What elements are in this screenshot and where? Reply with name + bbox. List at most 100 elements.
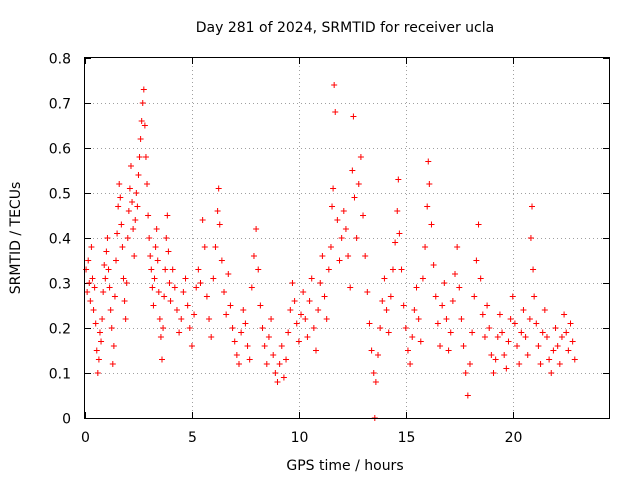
data-point xyxy=(173,307,180,313)
data-point xyxy=(334,217,341,223)
data-point xyxy=(466,361,473,367)
data-point xyxy=(126,185,133,192)
data-point xyxy=(289,280,296,286)
data-point xyxy=(93,347,100,354)
data-point xyxy=(280,374,287,381)
data-point xyxy=(124,235,131,241)
data-point xyxy=(108,325,115,331)
data-point xyxy=(98,338,105,345)
data-point xyxy=(101,262,108,268)
data-point xyxy=(122,316,129,322)
data-point xyxy=(370,370,377,376)
x-tick-label: 15 xyxy=(398,430,416,446)
data-point xyxy=(257,302,264,309)
data-point xyxy=(206,316,213,322)
data-point xyxy=(347,284,354,291)
data-point xyxy=(127,163,134,169)
data-point xyxy=(550,347,557,354)
data-point xyxy=(140,86,147,93)
data-point xyxy=(225,271,232,277)
data-point xyxy=(494,334,501,340)
data-point xyxy=(350,113,357,120)
data-point xyxy=(155,289,162,295)
data-point xyxy=(218,257,225,264)
data-point xyxy=(246,356,253,363)
data-point xyxy=(195,266,202,273)
y-tick-label: 0 xyxy=(62,412,71,428)
data-point xyxy=(404,347,411,354)
y-tick-label: 0.1 xyxy=(49,367,71,383)
data-point xyxy=(147,253,154,259)
data-point xyxy=(134,203,141,210)
data-point xyxy=(248,284,255,291)
data-point xyxy=(315,307,322,313)
x-axis-label: GPS time / hours xyxy=(286,458,403,474)
data-point xyxy=(148,266,155,273)
data-point xyxy=(569,338,576,345)
data-point xyxy=(107,307,114,313)
data-point xyxy=(164,212,171,219)
data-point xyxy=(565,347,572,354)
data-point xyxy=(496,311,503,318)
y-tick-label: 0.4 xyxy=(49,232,71,248)
data-point xyxy=(212,244,219,250)
data-point xyxy=(456,284,463,291)
data-point xyxy=(383,307,390,313)
data-point xyxy=(162,266,169,273)
data-point xyxy=(142,154,149,160)
data-point xyxy=(327,244,334,250)
data-point xyxy=(84,289,91,295)
data-point xyxy=(274,379,281,385)
data-point xyxy=(89,275,96,282)
data-point xyxy=(353,235,360,241)
data-point xyxy=(253,226,260,232)
data-point xyxy=(479,311,486,318)
data-point xyxy=(319,253,326,259)
y-tick-label: 0.5 xyxy=(49,187,71,203)
data-point xyxy=(240,307,247,313)
data-point xyxy=(387,293,394,300)
data-point xyxy=(94,370,101,376)
x-tick-label: 10 xyxy=(291,430,309,446)
data-point xyxy=(265,334,272,340)
data-point xyxy=(310,325,317,331)
data-point xyxy=(180,289,187,295)
data-point xyxy=(215,185,222,192)
data-point xyxy=(135,172,142,178)
data-point xyxy=(329,203,336,210)
y-tick-label: 0.6 xyxy=(49,142,71,158)
data-point xyxy=(137,136,144,142)
data-point xyxy=(514,343,521,349)
data-point xyxy=(524,352,531,358)
data-point xyxy=(484,302,491,309)
y-tick-labels: 0 0.1 0.2 0.3 0.4 0.5 0.6 0.7 0.8 xyxy=(49,52,71,428)
data-point xyxy=(153,226,160,232)
data-point xyxy=(351,194,358,201)
data-point xyxy=(270,352,277,358)
data-point xyxy=(146,235,153,241)
grid xyxy=(85,58,609,418)
data-point xyxy=(529,203,536,210)
data-point xyxy=(332,109,339,115)
data-point xyxy=(454,244,461,250)
data-point xyxy=(518,329,525,336)
data-point xyxy=(145,212,152,219)
data-point xyxy=(199,217,206,223)
data-point xyxy=(377,325,384,331)
data-point xyxy=(336,257,343,264)
data-point xyxy=(522,334,529,340)
data-point xyxy=(490,370,497,376)
data-point xyxy=(372,379,379,385)
data-point xyxy=(548,370,555,376)
data-point xyxy=(96,329,103,336)
data-point xyxy=(561,311,568,318)
data-point xyxy=(88,244,95,250)
data-point xyxy=(268,316,275,322)
data-point xyxy=(160,325,167,331)
data-point xyxy=(503,365,510,372)
data-point xyxy=(507,316,514,322)
data-point xyxy=(458,316,465,322)
data-point xyxy=(511,320,518,327)
plot-frame xyxy=(84,57,610,419)
data-point xyxy=(278,343,285,349)
